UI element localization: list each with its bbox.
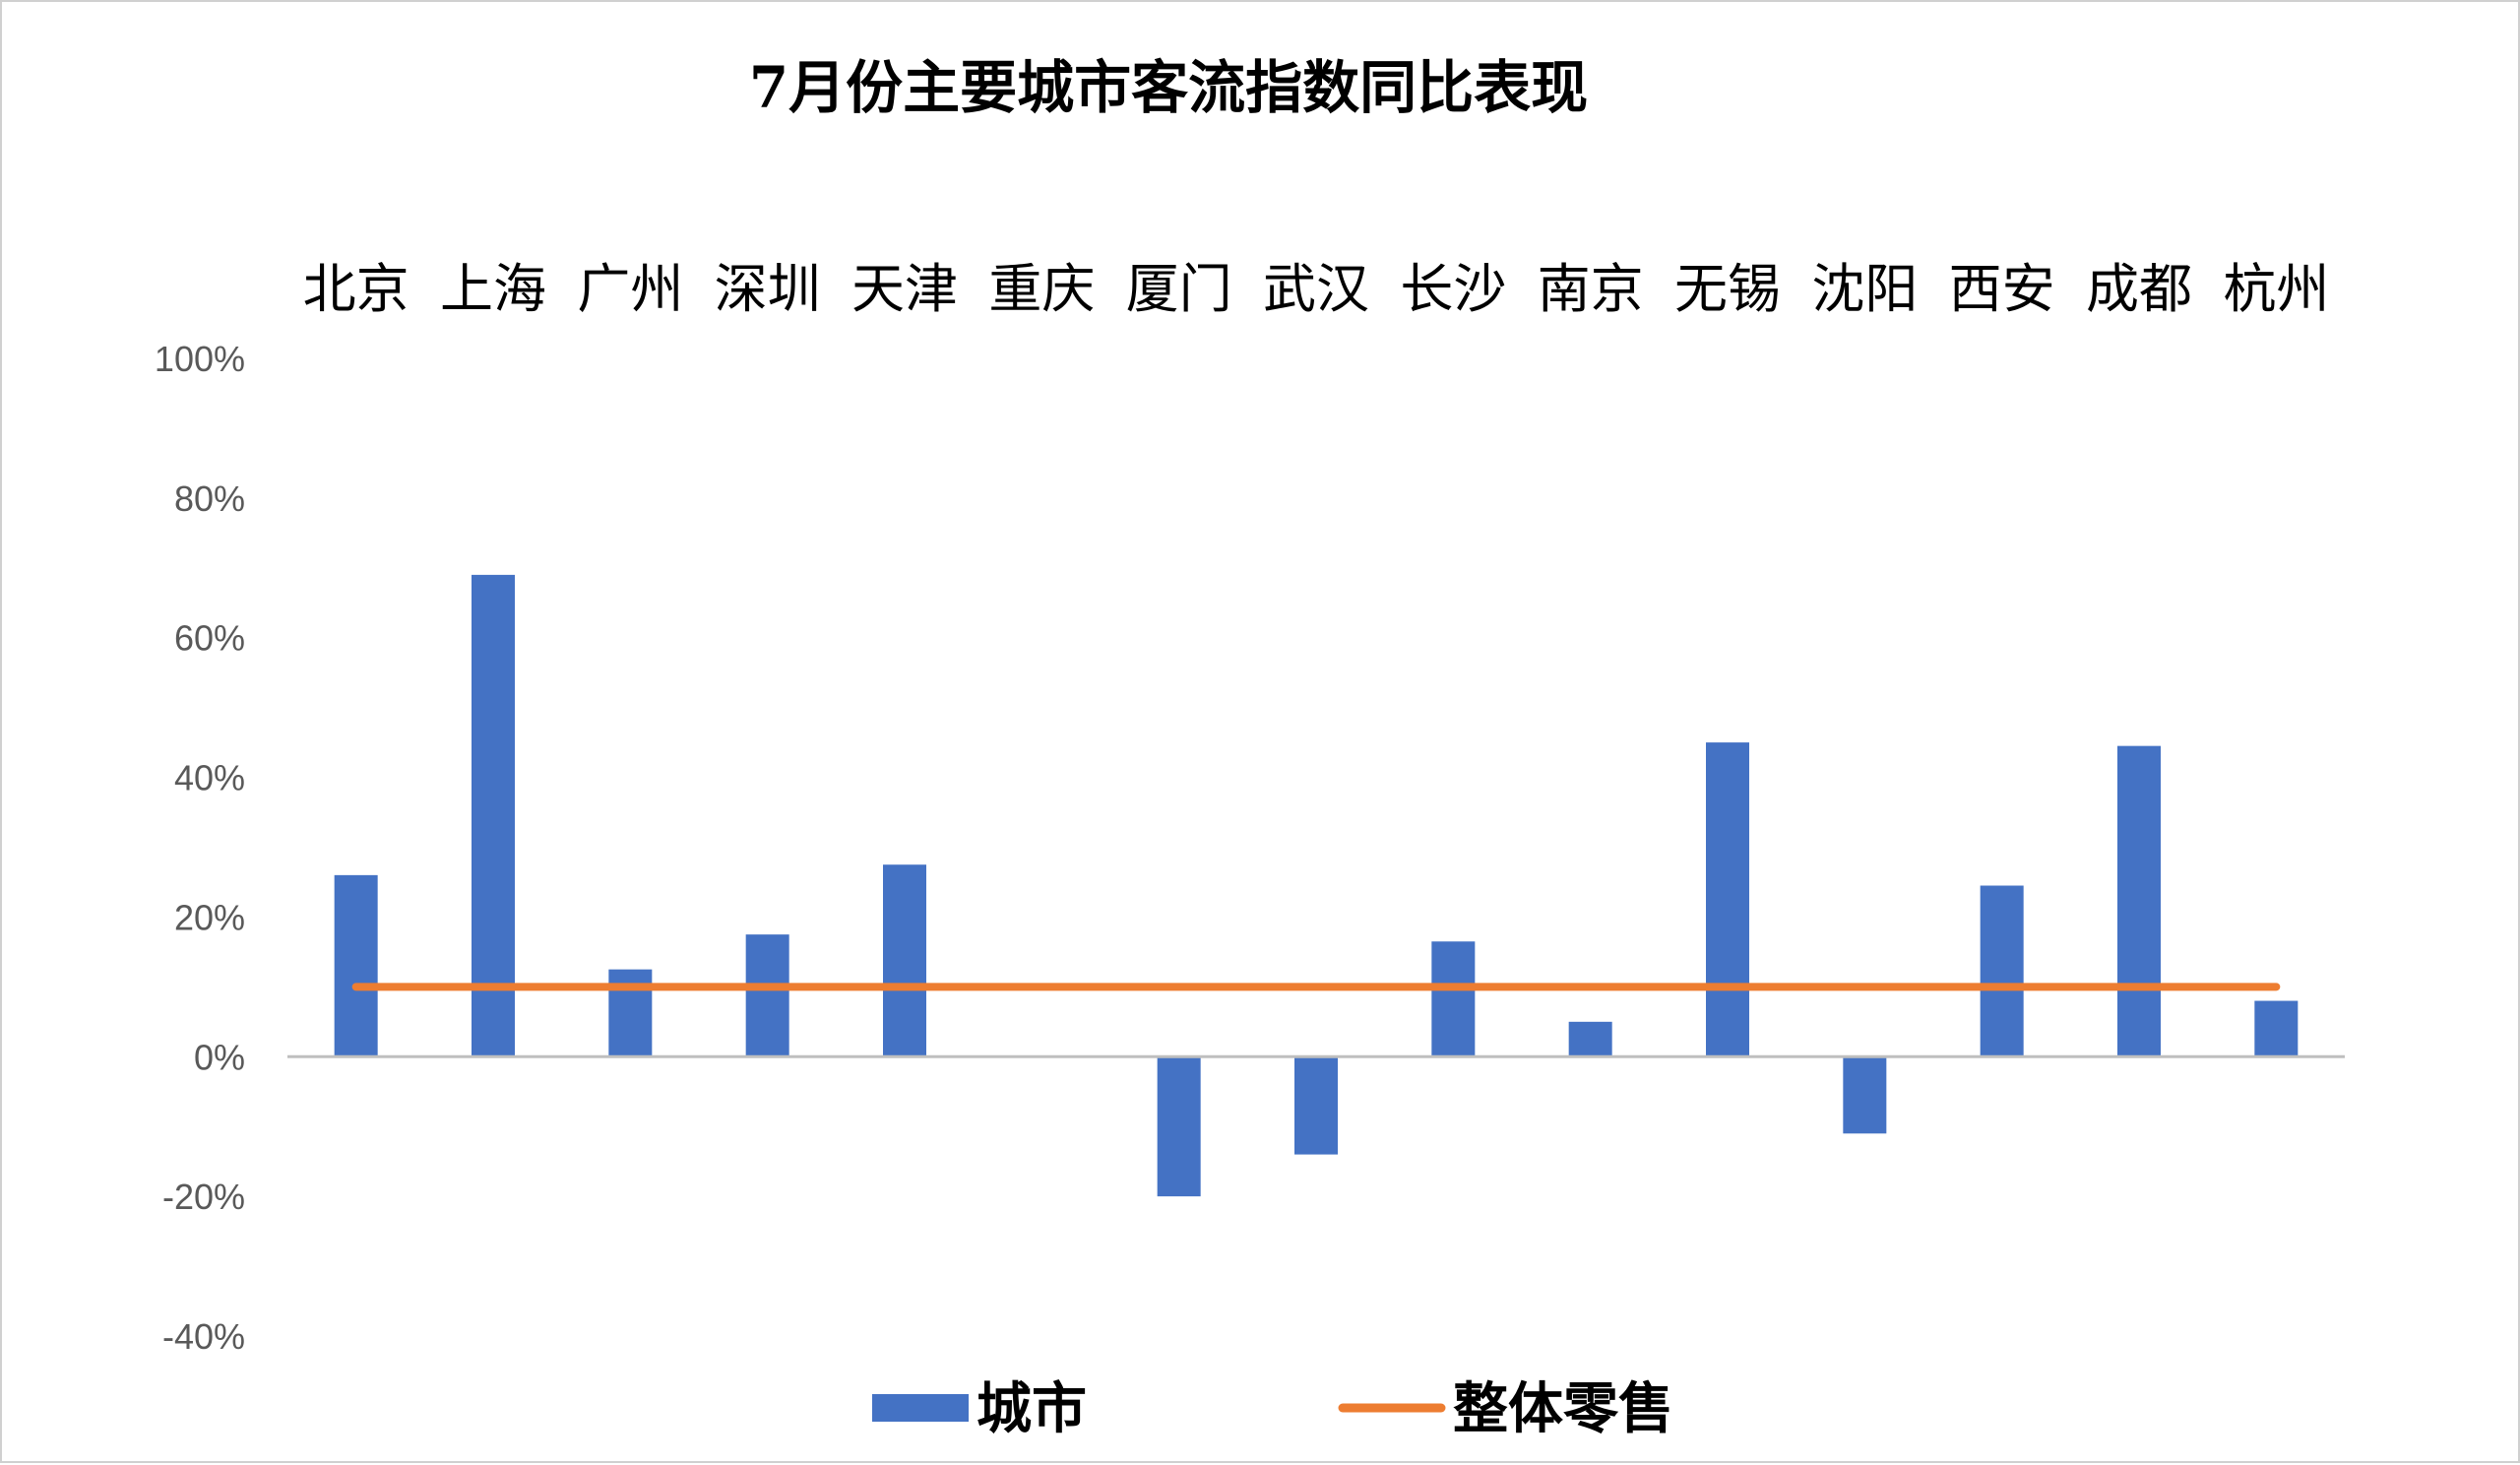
bar [883, 864, 926, 1057]
category-labels: 北京 上海 广州 深圳 天津 重庆 厦门 武汉 长沙 南京 无锡 沈阳 西安 成都 杭州 [303, 258, 2330, 320]
bar [608, 969, 653, 1057]
y-tick-label: 0% [194, 1037, 245, 1077]
bar [1706, 742, 1749, 1057]
category-label: 深圳 [715, 258, 821, 320]
chart-title: 7月份主要城市客流指数同比表现 [749, 54, 1588, 121]
bar [2254, 1000, 2299, 1057]
category-label: 重庆 [988, 258, 1095, 320]
bar [2117, 745, 2161, 1057]
bar [1843, 1056, 1887, 1134]
category-label: 长沙 [1400, 258, 1506, 320]
y-tick-label: 20% [174, 897, 245, 937]
y-tick-label: -40% [162, 1316, 245, 1357]
category-label: 广州 [577, 258, 683, 320]
y-tick-label: -20% [162, 1177, 245, 1217]
bar [1431, 941, 1476, 1057]
legend-label-line: 整体零售 [1453, 1376, 1673, 1441]
bar [1568, 1021, 1612, 1057]
bar [745, 934, 789, 1057]
category-label: 西安 [1949, 258, 2055, 320]
y-tick-label: 80% [174, 478, 245, 519]
category-label: 北京 [303, 258, 410, 320]
category-label: 成都 [2086, 258, 2192, 320]
category-label: 无锡 [1674, 258, 1781, 320]
category-label: 武汉 [1263, 258, 1369, 320]
category-label: 南京 [1538, 258, 1644, 320]
bar [334, 874, 378, 1057]
y-tick-label: 60% [174, 618, 245, 659]
y-tick-label: 100% [155, 339, 245, 379]
bar [1157, 1056, 1201, 1197]
category-label: 天津 [851, 258, 958, 320]
legend-label-bar: 城市 [976, 1376, 1087, 1441]
y-tick-label: 40% [174, 758, 245, 798]
legend-swatch-bar [872, 1394, 969, 1422]
bar [1980, 885, 2024, 1057]
category-label: 杭州 [2223, 258, 2329, 320]
bar-series [334, 574, 2299, 1197]
category-label: 上海 [440, 258, 546, 320]
bar [472, 574, 515, 1057]
bar [1294, 1056, 1338, 1155]
legend: 城市 整体零售 [872, 1376, 1673, 1441]
category-label: 沈阳 [1811, 258, 1918, 320]
category-label: 厦门 [1126, 258, 1232, 320]
y-axis-ticks: 100% 80% 60% 40% 20% 0% -20% -40% [155, 339, 245, 1357]
